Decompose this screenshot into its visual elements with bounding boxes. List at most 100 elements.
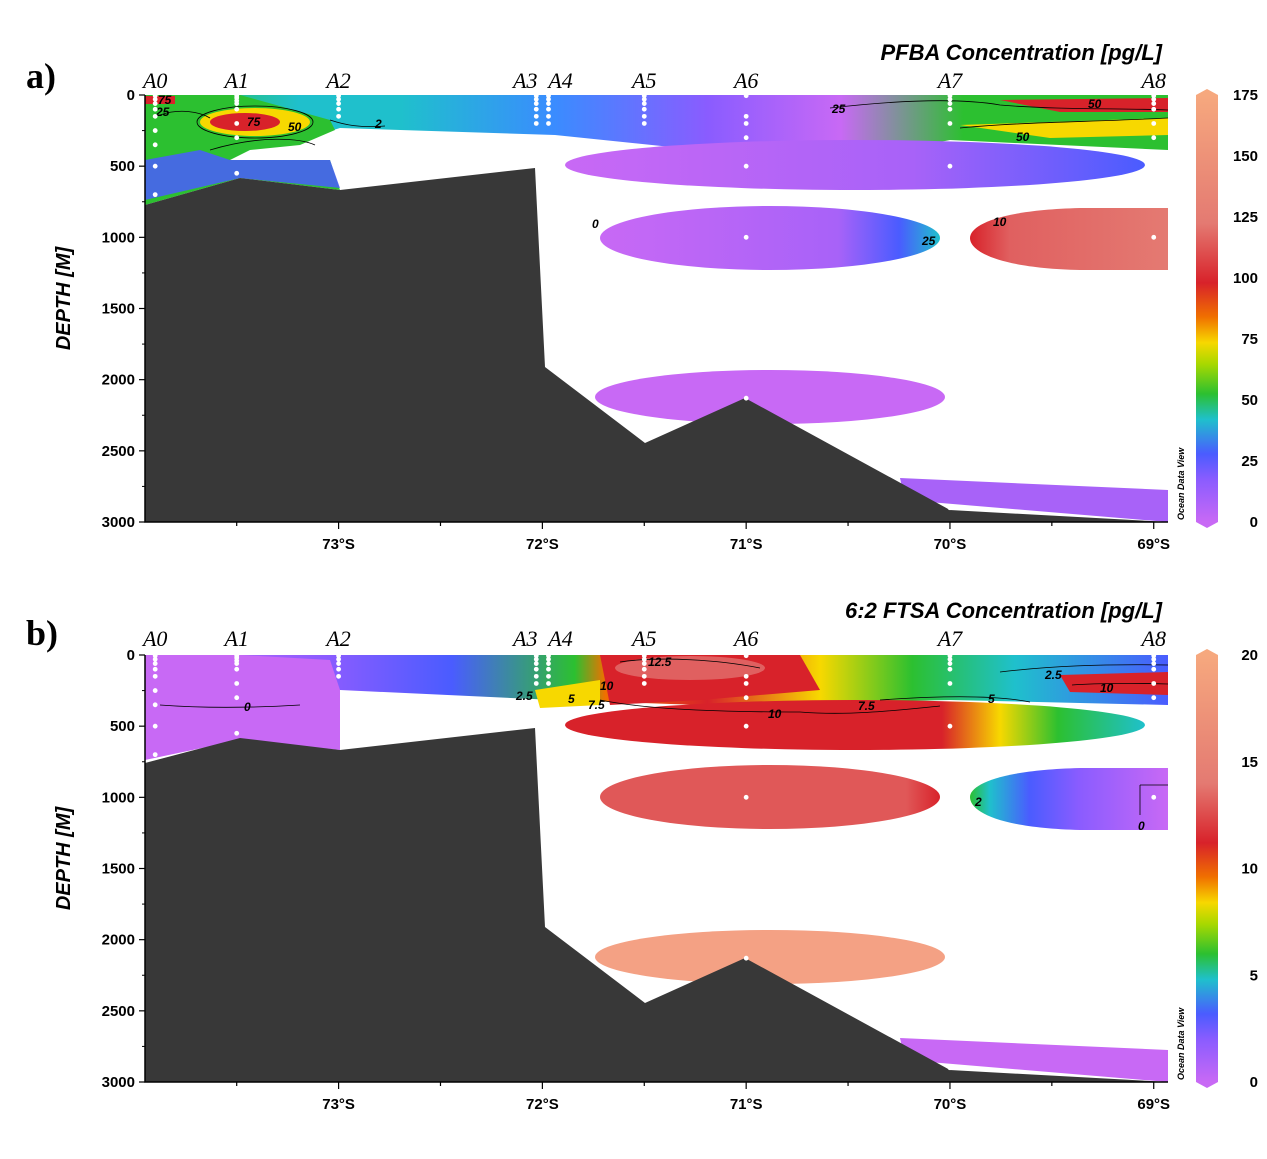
panel-a-station-labels: A0 A1 A2 A3 A4 A5 A6 A7 A8 <box>141 68 1166 93</box>
panel-b-field <box>145 655 1168 1082</box>
colorbar-tick-label: 0 <box>1250 514 1258 531</box>
sample-point <box>641 101 647 106</box>
sample-point <box>152 101 158 106</box>
panel-b-coastal-water <box>145 690 340 760</box>
sample-point <box>546 661 551 666</box>
panel-b: b) 6:2 FTSA Concentration [pg/L] <box>26 598 1258 1113</box>
sample-point <box>152 723 158 729</box>
station-label: A4 <box>546 68 572 93</box>
panel-a: a) PFBA Concentration [pg/L] <box>26 40 1258 553</box>
contour-label: 50 <box>1088 97 1102 111</box>
sample-point <box>336 106 341 112</box>
colorbar-tick-label: 5 <box>1250 967 1258 984</box>
sample-point <box>533 656 539 662</box>
watermark: Ocean Data View <box>1176 1007 1186 1080</box>
colorbar-tick-label: 75 <box>1241 331 1258 348</box>
sample-point <box>234 170 240 176</box>
sample-point <box>336 661 341 666</box>
sample-point <box>743 163 749 169</box>
sample-point <box>641 121 647 126</box>
sample-point <box>947 121 953 126</box>
contour-label: 0 <box>592 217 599 231</box>
sample-point <box>546 666 551 672</box>
station-label: A2 <box>324 68 350 93</box>
contour-label: 10 <box>1100 681 1114 695</box>
sample-point <box>743 395 749 401</box>
contour-label: 75 <box>247 115 261 129</box>
contour-label: 2 <box>374 117 382 131</box>
colorbar-cap-bottom <box>1196 522 1218 528</box>
contour-label: 2 <box>974 795 982 809</box>
panel-b-a5-peak <box>615 656 765 680</box>
y-tick-label: 0 <box>127 87 135 104</box>
sample-point <box>947 656 953 662</box>
sample-point <box>336 93 341 99</box>
sample-point <box>641 113 647 119</box>
sample-point <box>1151 106 1157 112</box>
contour-label: 25 <box>921 234 936 248</box>
y-tick-label: 2500 <box>102 1003 135 1020</box>
sample-point <box>743 135 749 141</box>
y-tick-label: 1000 <box>102 789 135 806</box>
colorbar-gradient <box>1196 655 1218 1082</box>
station-label: A5 <box>630 626 656 651</box>
contour-label: 5 <box>988 692 995 706</box>
sample-point <box>1151 96 1157 102</box>
sample-point <box>546 93 551 99</box>
sample-point <box>947 93 953 99</box>
sample-point <box>1151 93 1157 99</box>
x-tick-label: 71°S <box>730 1096 763 1113</box>
sample-point <box>1151 695 1157 701</box>
y-tick-label: 1000 <box>102 229 135 246</box>
contour-label: 5 <box>568 692 575 706</box>
sample-point <box>546 96 551 102</box>
sample-point <box>546 681 551 686</box>
sample-point <box>336 666 341 672</box>
station-label: A4 <box>546 626 572 651</box>
y-tick-label: 2000 <box>102 372 135 389</box>
sample-point <box>336 656 341 662</box>
sample-point <box>947 653 953 659</box>
panel-b-deep-lens-1 <box>600 765 940 829</box>
sample-point <box>234 666 240 672</box>
panel-a-field <box>145 95 1168 522</box>
sample-point <box>743 113 749 119</box>
panel-a-mid-lens <box>565 140 1145 190</box>
panel-b-bottom-layer <box>900 1038 1168 1082</box>
panel-a-contour-labels: 75 25 75 50 2 25 50 50 0 25 10 <box>155 93 1102 248</box>
station-label: A7 <box>936 626 963 651</box>
sample-point <box>152 93 158 99</box>
sample-point <box>533 93 539 99</box>
sample-point <box>947 163 953 169</box>
sample-point <box>336 653 341 659</box>
sample-point <box>546 101 551 106</box>
sample-point <box>1151 653 1157 659</box>
sample-point <box>234 695 240 701</box>
sample-point <box>947 661 953 666</box>
sample-point <box>152 106 158 112</box>
sample-point <box>1151 656 1157 662</box>
sample-point <box>641 681 647 686</box>
panel-a-sample-points <box>152 93 1157 511</box>
station-label: A5 <box>630 68 656 93</box>
y-tick-label: 0 <box>127 647 135 664</box>
colorbar-tick-label: 0 <box>1250 1074 1258 1091</box>
contour-label: 2.5 <box>515 689 533 703</box>
sample-point <box>533 681 539 686</box>
sample-point <box>641 653 647 659</box>
x-tick-label: 71°S <box>730 536 763 553</box>
panel-a-contours <box>159 100 1169 151</box>
sample-point <box>641 673 647 679</box>
sample-point <box>947 101 953 106</box>
panel-a-surface-band <box>145 95 1168 150</box>
sample-point <box>152 656 158 662</box>
panel-b-letter: b) <box>26 613 58 653</box>
x-tick-label: 72°S <box>526 1096 559 1113</box>
y-tick-label: 2000 <box>102 932 135 949</box>
sample-point <box>152 96 158 102</box>
colorbar-tick-label: 100 <box>1233 270 1258 287</box>
contour-label: 12.5 <box>648 655 672 669</box>
sample-point <box>533 96 539 102</box>
panel-a-abyssal-lens <box>595 370 945 424</box>
colorbar-tick-label: 150 <box>1233 148 1258 165</box>
